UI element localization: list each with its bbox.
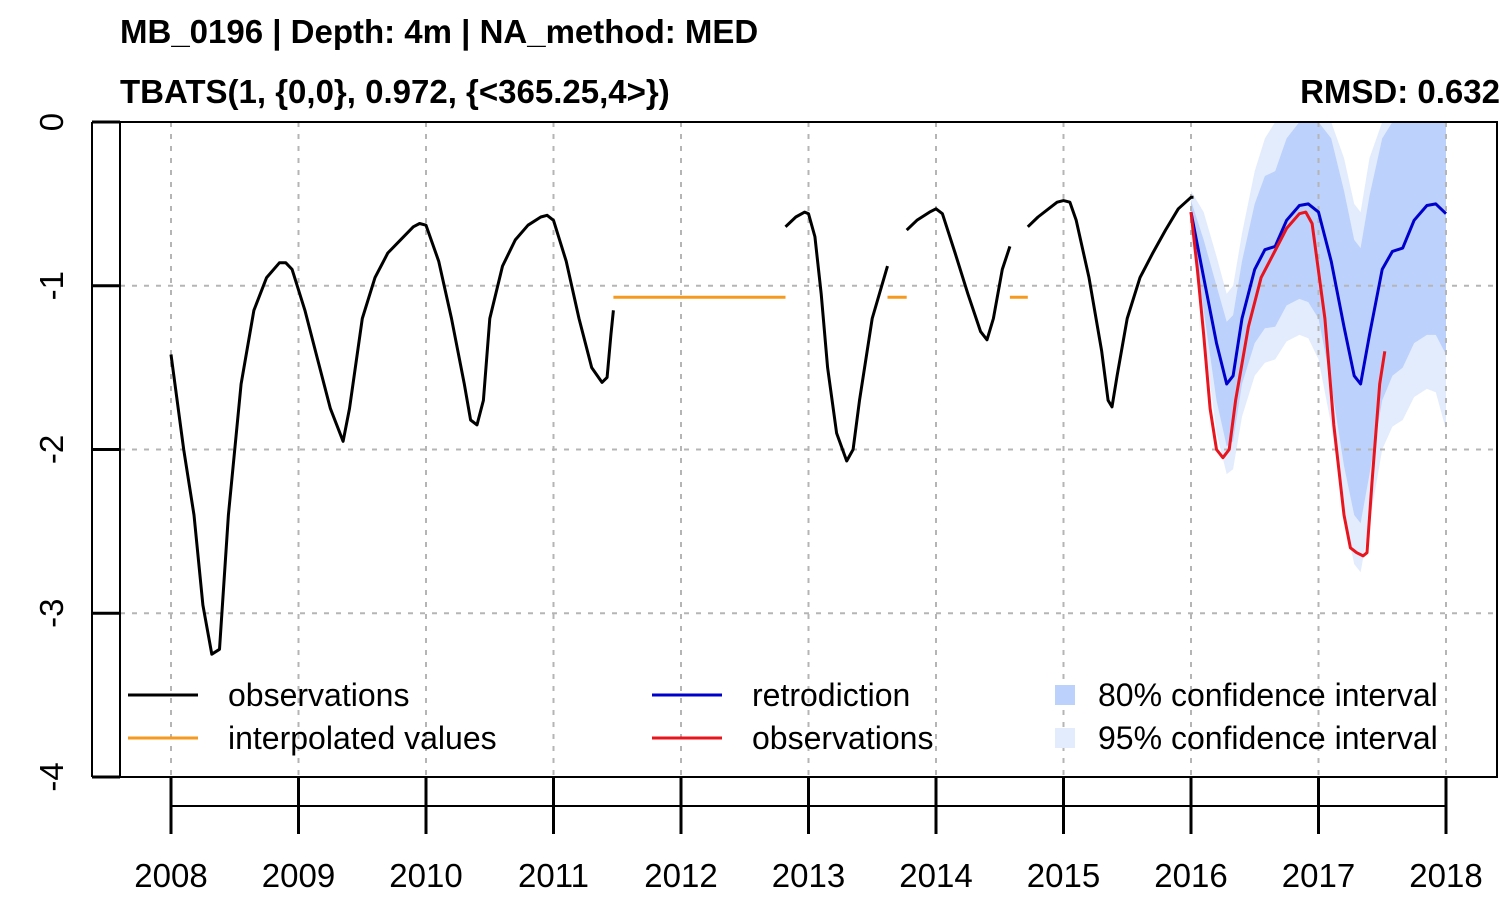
legend-key-4 <box>1055 685 1075 705</box>
y-tick-label--1: -1 <box>33 271 70 300</box>
legend-label-2: retrodiction <box>752 677 910 713</box>
ci80-band <box>1191 122 1446 524</box>
y-tick-label--2: -2 <box>33 435 70 464</box>
chart-title: MB_0196 | Depth: 4m | NA_method: MED <box>120 13 758 50</box>
legend-key-5 <box>1055 728 1075 748</box>
series-3-segment-0 <box>1189 210 1387 558</box>
x-tick-label-2009: 2009 <box>262 857 335 894</box>
chart-subtitle: TBATS(1, {0,0}, 0.972, {<365.25,4>}) <box>120 73 670 110</box>
x-tick-label-2010: 2010 <box>389 857 462 894</box>
x-tick-label-2016: 2016 <box>1154 857 1227 894</box>
x-tick-label-2015: 2015 <box>1027 857 1100 894</box>
x-tick-label-2014: 2014 <box>899 857 972 894</box>
x-tick-label-2017: 2017 <box>1282 857 1355 894</box>
legend-label-5: 95% confidence interval <box>1098 720 1438 756</box>
series-0-segment-1 <box>784 210 889 463</box>
series-layer <box>169 195 1448 656</box>
rmsd-label: RMSD: 0.632 <box>1300 73 1500 110</box>
legend-label-3: observations <box>752 720 933 756</box>
ci80-band-layer <box>1191 122 1446 524</box>
x-tick-label-2018: 2018 <box>1409 857 1482 894</box>
x-tick-label-2008: 2008 <box>134 857 207 894</box>
x-tick-label-2013: 2013 <box>772 857 845 894</box>
series-2-segment-0 <box>1189 202 1448 386</box>
x-tick-label-2011: 2011 <box>518 857 589 894</box>
series-0-segment-3 <box>1026 195 1194 409</box>
axis-layer: 2008 2009 2010 2011 2012 2013 2014 2015 2016 2017… <box>33 113 1483 894</box>
x-tick-label-2012: 2012 <box>644 857 717 894</box>
y-tick-label--3: -3 <box>33 599 70 628</box>
y-tick-label-0: 0 <box>33 113 70 131</box>
series-0-segment-0 <box>169 213 615 656</box>
legend-layer: observations interpolated values retrodict… <box>128 677 1438 756</box>
legend-label-4: 80% confidence interval <box>1098 677 1438 713</box>
series-0-segment-2 <box>905 207 1012 342</box>
legend-label-1: interpolated values <box>228 720 497 756</box>
y-tick-label--4: -4 <box>33 762 70 791</box>
legend-label-0: observations <box>228 677 409 713</box>
